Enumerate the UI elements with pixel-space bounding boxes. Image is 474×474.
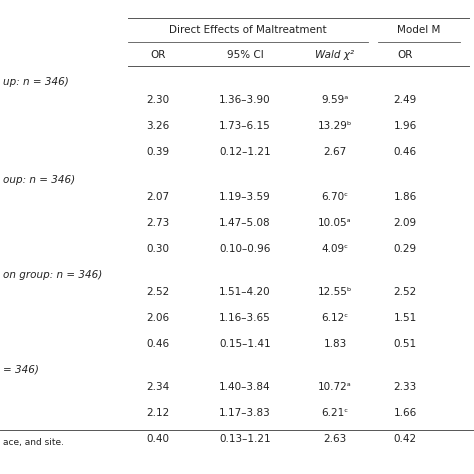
Text: 2.34: 2.34 [146, 382, 170, 392]
Text: 2.63: 2.63 [323, 434, 346, 444]
Text: 1.66: 1.66 [393, 408, 417, 418]
Text: 2.52: 2.52 [393, 287, 417, 297]
Text: 2.73: 2.73 [146, 218, 170, 228]
Text: 10.05ᵃ: 10.05ᵃ [318, 218, 352, 228]
Text: 0.46: 0.46 [146, 339, 170, 349]
Text: OR: OR [150, 50, 166, 60]
Text: ace, and site.: ace, and site. [3, 438, 64, 447]
Text: 1.19–3.59: 1.19–3.59 [219, 192, 271, 202]
Text: 0.30: 0.30 [146, 244, 170, 254]
Text: 2.12: 2.12 [146, 408, 170, 418]
Text: 2.06: 2.06 [146, 313, 170, 323]
Text: 1.36–3.90: 1.36–3.90 [219, 95, 271, 105]
Text: 12.55ᵇ: 12.55ᵇ [318, 287, 352, 297]
Text: 2.33: 2.33 [393, 382, 417, 392]
Text: 0.40: 0.40 [146, 434, 170, 444]
Text: 1.47–5.08: 1.47–5.08 [219, 218, 271, 228]
Text: 0.51: 0.51 [393, 339, 417, 349]
Text: = 346): = 346) [3, 365, 39, 375]
Text: 6.21ᶜ: 6.21ᶜ [321, 408, 348, 418]
Text: 1.16–3.65: 1.16–3.65 [219, 313, 271, 323]
Text: on group: n = 346): on group: n = 346) [3, 270, 102, 280]
Text: OR: OR [397, 50, 413, 60]
Text: 0.46: 0.46 [393, 147, 417, 157]
Text: 6.12ᶜ: 6.12ᶜ [321, 313, 348, 323]
Text: 0.39: 0.39 [146, 147, 170, 157]
Text: 0.12–1.21: 0.12–1.21 [219, 147, 271, 157]
Text: Model M: Model M [397, 25, 441, 35]
Text: 1.86: 1.86 [393, 192, 417, 202]
Text: 0.13–1.21: 0.13–1.21 [219, 434, 271, 444]
Text: 1.83: 1.83 [323, 339, 346, 349]
Text: 6.70ᶜ: 6.70ᶜ [321, 192, 348, 202]
Text: 1.73–6.15: 1.73–6.15 [219, 121, 271, 131]
Text: 2.30: 2.30 [146, 95, 170, 105]
Text: oup: n = 346): oup: n = 346) [3, 175, 75, 185]
Text: up: n = 346): up: n = 346) [3, 77, 69, 87]
Text: 2.52: 2.52 [146, 287, 170, 297]
Text: 1.51: 1.51 [393, 313, 417, 323]
Text: 2.67: 2.67 [323, 147, 346, 157]
Text: 2.09: 2.09 [393, 218, 417, 228]
Text: 2.07: 2.07 [146, 192, 170, 202]
Text: Direct Effects of Maltreatment: Direct Effects of Maltreatment [169, 25, 327, 35]
Text: 1.40–3.84: 1.40–3.84 [219, 382, 271, 392]
Text: 1.51–4.20: 1.51–4.20 [219, 287, 271, 297]
Text: 0.15–1.41: 0.15–1.41 [219, 339, 271, 349]
Text: 95% CI: 95% CI [227, 50, 264, 60]
Text: 0.42: 0.42 [393, 434, 417, 444]
Text: 13.29ᵇ: 13.29ᵇ [318, 121, 352, 131]
Text: 2.49: 2.49 [393, 95, 417, 105]
Text: 9.59ᵃ: 9.59ᵃ [321, 95, 348, 105]
Text: 4.09ᶜ: 4.09ᶜ [321, 244, 348, 254]
Text: 1.17–3.83: 1.17–3.83 [219, 408, 271, 418]
Text: 0.10–0.96: 0.10–0.96 [219, 244, 271, 254]
Text: 1.96: 1.96 [393, 121, 417, 131]
Text: 3.26: 3.26 [146, 121, 170, 131]
Text: 10.72ᵃ: 10.72ᵃ [318, 382, 352, 392]
Text: Wald χ²: Wald χ² [316, 50, 355, 60]
Text: 0.29: 0.29 [393, 244, 417, 254]
